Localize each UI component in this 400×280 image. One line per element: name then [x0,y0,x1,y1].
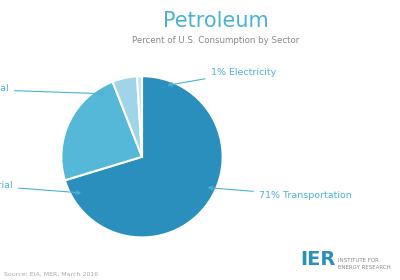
Wedge shape [112,76,142,157]
Text: Source: EIA, MER, March 2016: Source: EIA, MER, March 2016 [4,272,98,277]
Text: IER: IER [300,250,335,269]
Text: Percent of U.S. Consumption by Sector: Percent of U.S. Consumption by Sector [132,36,300,45]
Text: 71% Transportation: 71% Transportation [209,186,352,200]
Wedge shape [61,82,142,180]
Text: INSTITUTE FOR
ENERGY RESEARCH: INSTITUTE FOR ENERGY RESEARCH [338,258,391,270]
Wedge shape [137,76,142,157]
Text: 5% Residential/Commercial: 5% Residential/Commercial [0,84,104,95]
Text: 24% Industrial: 24% Industrial [0,181,80,194]
Text: Petroleum: Petroleum [163,11,269,31]
Wedge shape [65,76,223,237]
Text: 1% Electricity: 1% Electricity [168,68,276,86]
